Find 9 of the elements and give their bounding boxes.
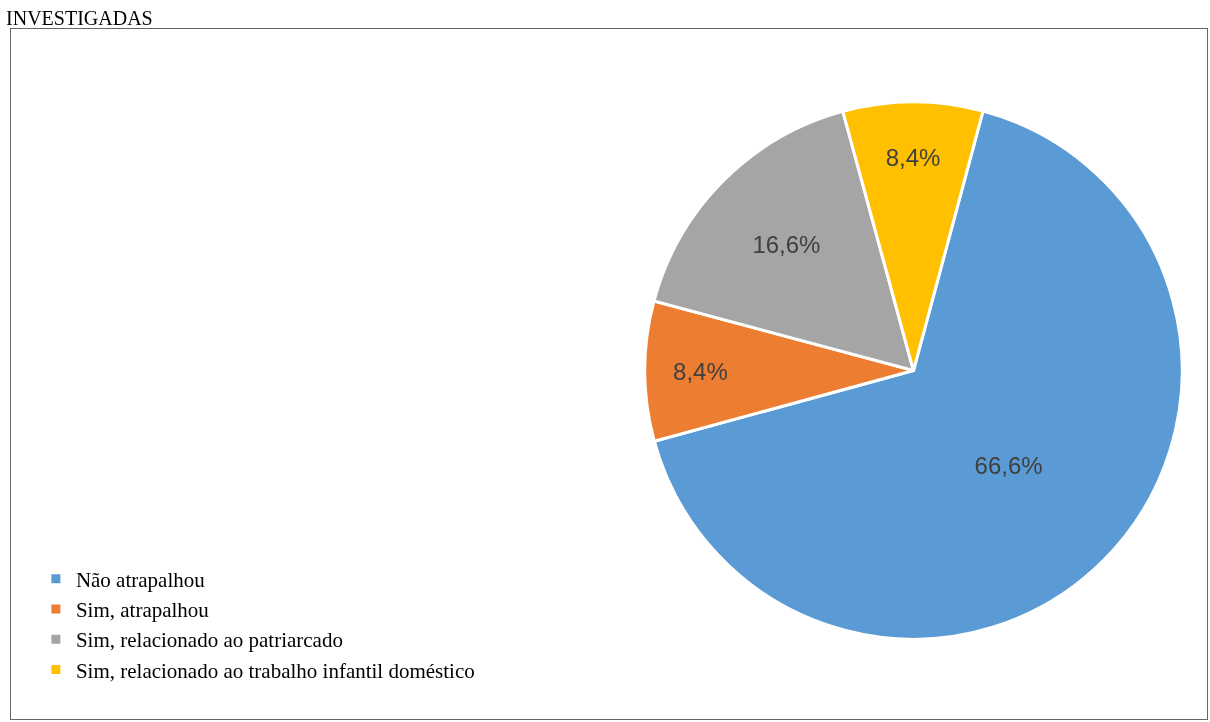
data-label: 16,6%	[752, 230, 821, 258]
legend-label: Sim, atrapalhou	[75, 598, 210, 623]
legend-label: Não atrapalhou	[75, 567, 206, 592]
data-label: 8,4%	[673, 357, 728, 385]
legend-label: Sim, relacionado ao trabalho infantil doméstico	[75, 658, 475, 683]
data-label: 66,6%	[974, 451, 1043, 479]
chart-title: INVESTIGADAS	[6, 6, 153, 29]
data-label: 8,4%	[885, 143, 941, 171]
legend-label: Sim, relacionado ao patriarcado	[75, 628, 343, 653]
